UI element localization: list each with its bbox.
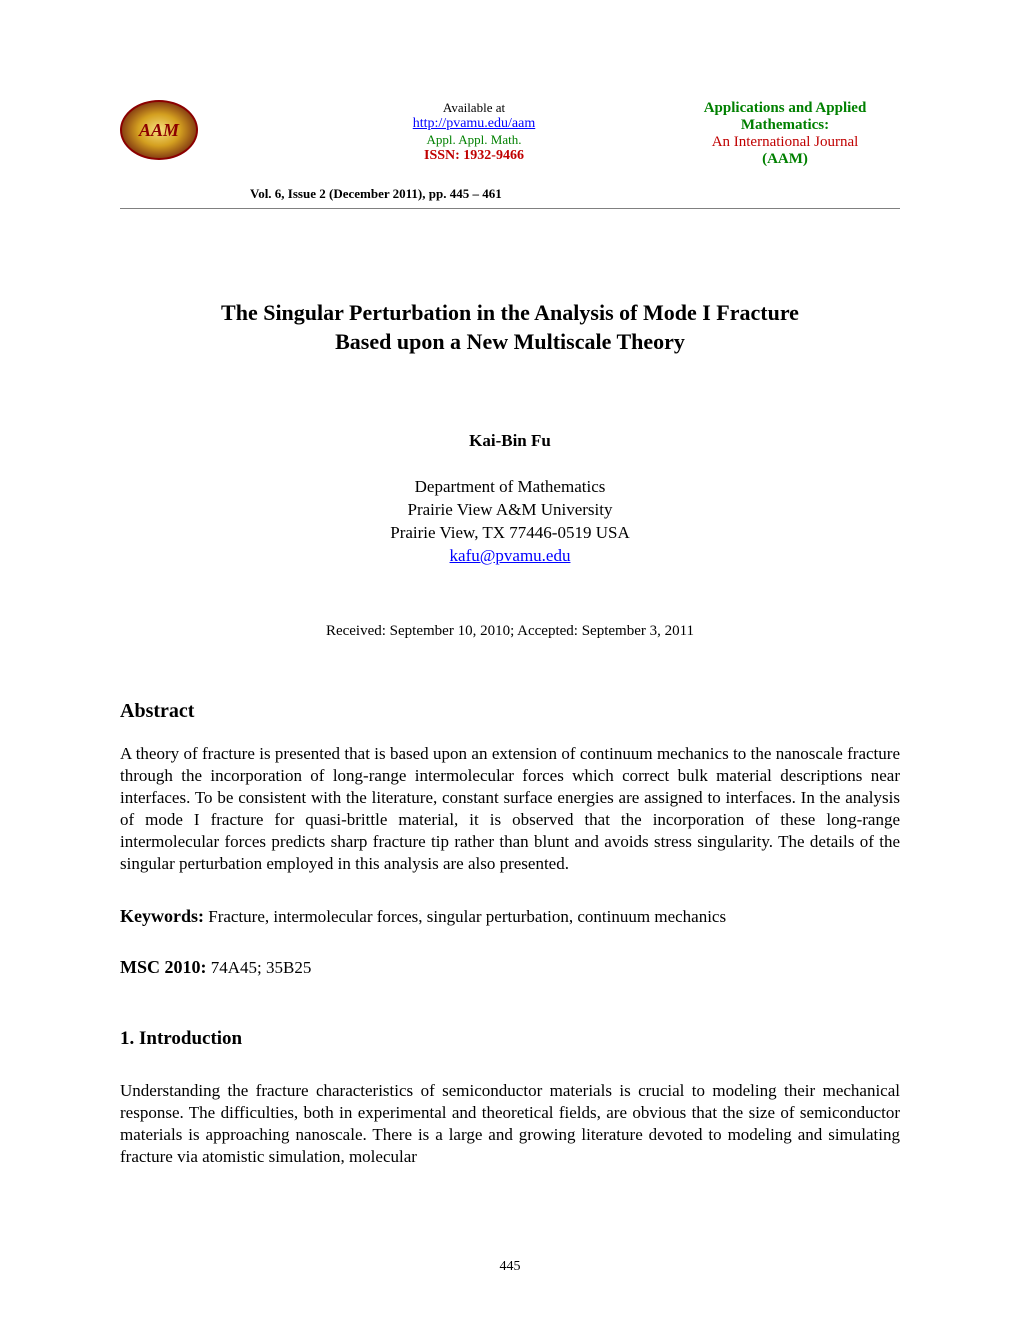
title-line1: The Singular Perturbation in the Analysi…: [221, 300, 799, 325]
header-section: AAM Available at http://pvamu.edu/aam Ap…: [120, 100, 900, 168]
header-separator: [120, 208, 900, 209]
abstract-heading: Abstract: [120, 700, 900, 723]
volume-info: Vol. 6, Issue 2 (December 2011), pp. 445…: [250, 186, 900, 202]
abstract-text: A theory of fracture is presented that i…: [120, 743, 900, 876]
keywords-text: Fracture, intermolecular forces, singula…: [204, 907, 726, 926]
journal-subtitle: An International Journal: [670, 134, 900, 151]
msc-line: MSC 2010: 74A45; 35B25: [120, 957, 900, 978]
issn-text: ISSN: 1932-9466: [278, 148, 670, 164]
keywords-label: Keywords:: [120, 906, 204, 926]
received-accepted-dates: Received: September 10, 2010; Accepted: …: [120, 623, 900, 640]
appl-abbrev: Appl. Appl. Math.: [278, 132, 670, 148]
msc-text: 74A45; 35B25: [207, 958, 312, 977]
journal-name-line2: Mathematics:: [670, 117, 900, 134]
introduction-heading: 1. Introduction: [120, 1028, 900, 1050]
logo-text: AAM: [139, 120, 179, 141]
author-dept: Department of Mathematics: [415, 477, 606, 496]
paper-title: The Singular Perturbation in the Analysi…: [120, 299, 900, 356]
author-affiliation: Department of Mathematics Prairie View A…: [120, 476, 900, 568]
journal-name-line1: Applications and Applied: [670, 100, 900, 117]
logo-container: AAM: [120, 100, 198, 160]
author-university: Prairie View A&M University: [407, 500, 612, 519]
available-at-label: Available at: [278, 100, 670, 116]
header-center: Available at http://pvamu.edu/aam Appl. …: [278, 100, 670, 164]
title-line2: Based upon a New Multiscale Theory: [335, 329, 685, 354]
page-number: 445: [0, 1259, 1020, 1275]
journal-logo-icon: AAM: [120, 100, 198, 160]
journal-url-link[interactable]: http://pvamu.edu/aam: [413, 116, 535, 131]
keywords-line: Keywords: Fracture, intermolecular force…: [120, 906, 900, 927]
author-address: Prairie View, TX 77446-0519 USA: [390, 523, 629, 542]
author-name: Kai-Bin Fu: [120, 431, 900, 451]
journal-abbrev: (AAM): [670, 151, 900, 168]
msc-label: MSC 2010:: [120, 957, 207, 977]
header-right: Applications and Applied Mathematics: An…: [670, 100, 900, 168]
author-email-link[interactable]: kafu@pvamu.edu: [450, 546, 571, 565]
introduction-text: Understanding the fracture characteristi…: [120, 1080, 900, 1168]
